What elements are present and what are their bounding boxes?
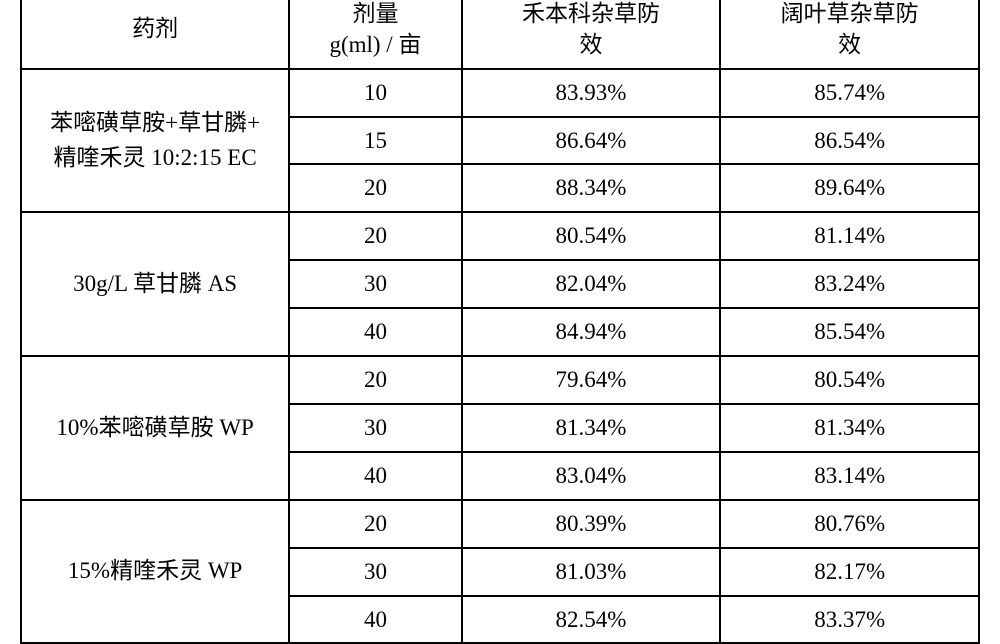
header-grass-eff: 禾本科杂草防效 — [462, 0, 721, 69]
dose-cell: 40 — [289, 452, 461, 500]
broadleaf-eff-cell: 80.54% — [720, 356, 979, 404]
grass-eff-cell: 82.04% — [462, 260, 721, 308]
broadleaf-eff-cell: 82.17% — [720, 548, 979, 596]
broadleaf-eff-cell: 81.34% — [720, 404, 979, 452]
header-dose: 剂量g(ml) / 亩 — [289, 0, 461, 69]
dose-cell: 20 — [289, 356, 461, 404]
dose-cell: 40 — [289, 308, 461, 356]
dose-cell: 30 — [289, 548, 461, 596]
broadleaf-eff-cell: 80.76% — [720, 500, 979, 548]
broadleaf-eff-cell: 85.74% — [720, 69, 979, 117]
dose-cell: 10 — [289, 69, 461, 117]
dose-cell: 30 — [289, 260, 461, 308]
broadleaf-eff-cell: 86.54% — [720, 117, 979, 165]
grass-eff-cell: 88.34% — [462, 164, 721, 212]
table-row: 苯嘧磺草胺+草甘膦+精喹禾灵 10:2:15 EC 10 83.93% 85.7… — [21, 69, 979, 117]
broadleaf-eff-cell: 85.54% — [720, 308, 979, 356]
broadleaf-eff-cell: 83.24% — [720, 260, 979, 308]
broadleaf-eff-cell: 83.14% — [720, 452, 979, 500]
table-row: 10%苯嘧磺草胺 WP 20 79.64% 80.54% — [21, 356, 979, 404]
broadleaf-eff-cell: 83.37% — [720, 596, 979, 644]
dose-cell: 40 — [289, 596, 461, 644]
dose-cell: 20 — [289, 164, 461, 212]
broadleaf-eff-cell: 89.64% — [720, 164, 979, 212]
agent-cell: 苯嘧磺草胺+草甘膦+精喹禾灵 10:2:15 EC — [21, 69, 289, 213]
dose-cell: 30 — [289, 404, 461, 452]
table-row: 30g/L 草甘膦 AS 20 80.54% 81.14% — [21, 212, 979, 260]
header-broadleaf-eff: 阔叶草杂草防效 — [720, 0, 979, 69]
grass-eff-cell: 84.94% — [462, 308, 721, 356]
grass-eff-cell: 83.93% — [462, 69, 721, 117]
grass-eff-cell: 81.03% — [462, 548, 721, 596]
herbicide-efficacy-table: 药剂 剂量g(ml) / 亩 禾本科杂草防效 阔叶草杂草防效 苯嘧磺草胺+草甘膦… — [20, 0, 980, 644]
broadleaf-eff-cell: 81.14% — [720, 212, 979, 260]
grass-eff-cell: 86.64% — [462, 117, 721, 165]
table-row: 15%精喹禾灵 WP 20 80.39% 80.76% — [21, 500, 979, 548]
dose-cell: 15 — [289, 117, 461, 165]
agent-cell: 15%精喹禾灵 WP — [21, 500, 289, 644]
grass-eff-cell: 82.54% — [462, 596, 721, 644]
agent-cell: 30g/L 草甘膦 AS — [21, 212, 289, 356]
grass-eff-cell: 83.04% — [462, 452, 721, 500]
dose-cell: 20 — [289, 212, 461, 260]
dose-cell: 20 — [289, 500, 461, 548]
agent-cell: 10%苯嘧磺草胺 WP — [21, 356, 289, 500]
grass-eff-cell: 80.39% — [462, 500, 721, 548]
header-agent: 药剂 — [21, 0, 289, 69]
grass-eff-cell: 80.54% — [462, 212, 721, 260]
grass-eff-cell: 81.34% — [462, 404, 721, 452]
header-row: 药剂 剂量g(ml) / 亩 禾本科杂草防效 阔叶草杂草防效 — [21, 0, 979, 69]
grass-eff-cell: 79.64% — [462, 356, 721, 404]
